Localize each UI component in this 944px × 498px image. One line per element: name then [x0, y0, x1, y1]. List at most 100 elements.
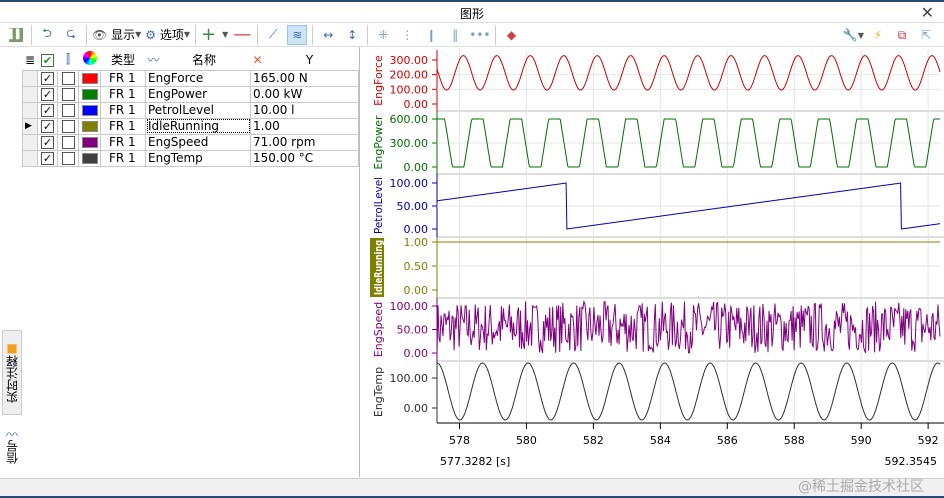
add-button[interactable]: + ▼: [201, 24, 229, 45]
window-title: 图形: [459, 7, 484, 21]
fit-vertical-button[interactable]: ↕: [342, 25, 362, 45]
table-row[interactable]: ✓ FR 1 EngPower 0.00 kW: [22, 85, 359, 103]
display-label: 显示: [111, 28, 136, 42]
type-cell: FR 1: [100, 117, 146, 135]
close-icon[interactable]: ✕: [920, 3, 934, 22]
series-name-label[interactable]: EngPower: [372, 115, 385, 170]
x-tick-label: 586: [717, 434, 738, 447]
name-cell[interactable]: EngPower: [145, 85, 251, 103]
popout-button[interactable]: ⇱: [916, 25, 936, 45]
y-cell: 150.00 °C: [250, 149, 359, 167]
x-start-label: 577.3282 [s]: [440, 455, 510, 468]
series-name-label[interactable]: EngTemp: [372, 367, 385, 417]
table-row[interactable]: ✓ FR 1 EngSpeed 71.00 rpm: [22, 133, 359, 151]
axis-checkbox[interactable]: [57, 117, 79, 135]
x-tick-label: 584: [650, 434, 671, 447]
visible-checkbox[interactable]: ✓: [37, 85, 58, 103]
name-cell[interactable]: EngForce: [145, 69, 251, 87]
y-cell: 1.00: [250, 117, 359, 135]
series-name-label[interactable]: EngSpeed: [372, 302, 385, 357]
y-tick-label: 0.50: [404, 260, 429, 273]
redo-button[interactable]: ⮎: [61, 25, 81, 45]
visible-checkbox[interactable]: ✓: [37, 117, 58, 135]
header-name[interactable]: 〰 名称: [146, 50, 251, 70]
header-y[interactable]: ✕ Y: [251, 50, 359, 70]
chart-plot[interactable]: 300.00200.00100.000.00EngForce600.00300.…: [362, 46, 944, 478]
name-cell[interactable]: EngTemp: [145, 149, 251, 167]
color-swatch[interactable]: [78, 117, 101, 135]
single-cursor-button[interactable]: ❙: [421, 25, 441, 45]
select-all-checkbox[interactable]: ✔: [41, 53, 54, 67]
axis-checkbox[interactable]: [57, 149, 79, 167]
series-name-label[interactable]: PetrolLevel: [372, 177, 385, 234]
row-indicator: [22, 133, 38, 151]
toolbar: ▌▌ ⮌ ⮎ 👁 显示 ▼ ⚙ 选项 ▼ + ▼ — ⟋ ≋ ↔ ↕ ⁜ ⋮ ❙ ‖ …: [0, 23, 944, 47]
stacked-axis-button[interactable]: ≋: [287, 24, 308, 45]
tab-signals[interactable]: 信号〰: [2, 416, 22, 476]
options-menu[interactable]: ⚙ 选项 ▼: [145, 25, 190, 45]
color-swatch[interactable]: [78, 69, 101, 87]
dropdown-arrow-icon: ▼: [222, 30, 229, 39]
visible-checkbox[interactable]: ✓: [37, 101, 58, 119]
remove-button[interactable]: —: [232, 24, 252, 45]
series-line-PetrolLevel: [436, 182, 941, 230]
x-tick-label: 590: [851, 434, 872, 447]
cursor-h-button[interactable]: ⁜: [373, 25, 393, 45]
name-cell[interactable]: IdleRunning: [145, 117, 251, 135]
table-row[interactable]: ✓ FR 1 EngForce 165.00 N: [22, 69, 359, 87]
series-label-highlight: [370, 238, 384, 297]
y-tick-label: 50.00: [397, 324, 429, 337]
dropdown-arrow-icon: ▼: [857, 30, 864, 40]
y-tick-label: 0.00: [404, 284, 429, 297]
watermark: @稀土掘金技术社区: [798, 479, 924, 495]
name-cell[interactable]: EngSpeed: [145, 133, 251, 151]
single-axis-button[interactable]: ⟋: [263, 25, 283, 45]
visible-checkbox[interactable]: ✓: [37, 69, 58, 87]
pause-button[interactable]: ▌▌: [6, 25, 26, 45]
visible-checkbox[interactable]: ✓: [37, 149, 58, 167]
x-tick-label: 580: [516, 434, 537, 447]
table-row[interactable]: ✓ FR 1 PetrolLevel 10.00 l: [22, 101, 359, 119]
row-indicator: [22, 149, 38, 167]
row-menu-icon[interactable]: ≣: [24, 52, 36, 67]
y-tick-label: 300.00: [390, 54, 429, 67]
y-tick-label: 100.00: [390, 177, 429, 190]
axis-checkbox[interactable]: [57, 69, 79, 87]
close-window-button[interactable]: ⧉: [892, 25, 912, 45]
signal-icon: 〰: [5, 428, 20, 440]
side-tabs: 实时注释 ■ 信号〰: [0, 330, 22, 477]
type-cell: FR 1: [100, 101, 146, 119]
header-type[interactable]: 类型: [110, 53, 135, 68]
axis-checkbox[interactable]: [57, 133, 79, 151]
lightning-icon: ⚡: [873, 28, 883, 42]
color-swatch[interactable]: [78, 149, 101, 167]
name-cell[interactable]: PetrolLevel: [145, 101, 251, 119]
signal-table: ≣ ✔ ⫿ 类型 〰名称 ✕ Y ✓ FR 1 EngForce 165.00 N…: [22, 50, 359, 167]
more-button[interactable]: •••: [469, 25, 490, 45]
table-row[interactable]: ▶ ✓ FR 1 IdleRunning 1.00: [22, 117, 359, 135]
axis-checkbox[interactable]: [57, 85, 79, 103]
display-menu[interactable]: 👁 显示 ▼: [92, 25, 141, 45]
tools-menu[interactable]: 🔧 ▼: [843, 25, 864, 45]
type-cell: FR 1: [100, 69, 146, 87]
color-swatch[interactable]: [78, 101, 101, 119]
table-row[interactable]: ✓ FR 1 EngTemp 150.00 °C: [22, 149, 359, 167]
series-name-label[interactable]: EngForce: [372, 55, 385, 106]
series-name-label[interactable]: IdleRunning: [372, 240, 385, 295]
trigger-button[interactable]: ⚡: [868, 25, 888, 45]
axis-checkbox[interactable]: [57, 101, 79, 119]
x-tick-label: 578: [449, 434, 470, 447]
erase-button[interactable]: ◆: [501, 25, 521, 45]
cursor-v-button[interactable]: ⋮: [397, 25, 417, 45]
undo-button[interactable]: ⮌: [37, 25, 57, 45]
fit-horizontal-button[interactable]: ↔: [318, 25, 338, 45]
x-tick-label: 588: [784, 434, 805, 447]
double-cursor-button[interactable]: ‖: [445, 25, 465, 45]
annotation-icon: ■: [5, 341, 19, 356]
tab-annotations[interactable]: 实时注释 ■: [2, 330, 22, 415]
y-cell: 0.00 kW: [250, 85, 359, 103]
axis-icon: ⫿: [66, 52, 70, 67]
color-swatch[interactable]: [78, 133, 101, 151]
visible-checkbox[interactable]: ✓: [37, 133, 58, 151]
color-swatch[interactable]: [78, 85, 101, 103]
